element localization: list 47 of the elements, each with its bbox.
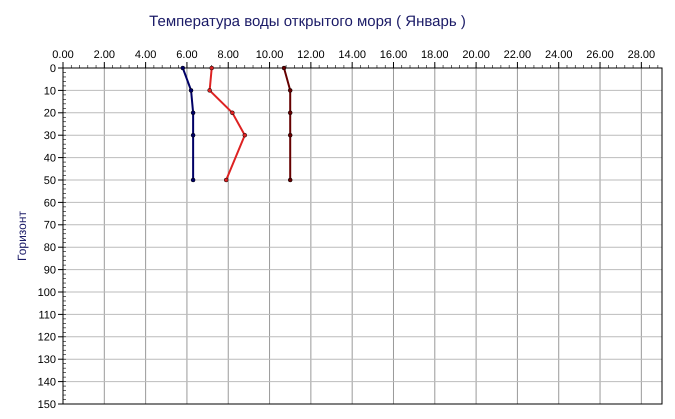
- point: [190, 178, 196, 182]
- x-tick-label: 12.00: [297, 49, 325, 61]
- y-tick-label: 10: [44, 85, 56, 98]
- x-tick-label: 24.00: [544, 49, 572, 61]
- y-tick-label: 130: [38, 354, 56, 366]
- y-tick-label: 40: [44, 152, 56, 164]
- x-tick-label: 10.00: [256, 49, 284, 61]
- point: [288, 110, 292, 116]
- x-tick-label: 6.00: [176, 49, 198, 61]
- point: [207, 88, 212, 93]
- y-tick-label: 100: [38, 286, 56, 299]
- point: [190, 132, 196, 138]
- point: [282, 66, 286, 70]
- x-tick-label: 4.00: [134, 49, 156, 61]
- y-tick-label: 20: [44, 108, 56, 120]
- x-tick-label: 2.00: [94, 49, 116, 61]
- x-tick-label: 8.00: [218, 49, 239, 61]
- point: [288, 178, 292, 182]
- point: [230, 110, 235, 116]
- x-tick-label: 28.00: [628, 49, 656, 61]
- point: [190, 110, 196, 116]
- point: [224, 178, 228, 182]
- point: [288, 132, 292, 138]
- point: [242, 132, 248, 138]
- point: [288, 88, 292, 93]
- y-tick-label: 110: [38, 309, 56, 322]
- point: [188, 88, 194, 93]
- y-tick-label: 60: [44, 197, 56, 210]
- x-tick-label: 20.00: [462, 49, 490, 61]
- y-tick-label: 90: [44, 264, 56, 276]
- point: [180, 66, 186, 70]
- x-tick-label: 16.00: [380, 49, 408, 61]
- y-tick-label: 120: [38, 332, 56, 344]
- chart-title: Температура воды открытого моря ( Январь ): [149, 13, 466, 30]
- y-tick-label: 30: [44, 130, 56, 142]
- x-tick-label: 22.00: [504, 49, 532, 61]
- x-tick-label: 26.00: [586, 49, 614, 61]
- x-tick-label: 14.00: [338, 49, 366, 61]
- y-tick-label: 0: [50, 62, 56, 75]
- y-tick-label: 80: [44, 242, 56, 254]
- y-tick-label: 70: [44, 220, 56, 232]
- x-tick-label: 18.00: [421, 49, 449, 61]
- x-tick-label: 0.00: [52, 49, 74, 61]
- y-axis-title: Горизонт: [15, 210, 29, 261]
- y-tick-label: 150: [38, 398, 56, 411]
- y-tick-label: 50: [44, 174, 56, 187]
- y-tick-label: 140: [38, 376, 56, 388]
